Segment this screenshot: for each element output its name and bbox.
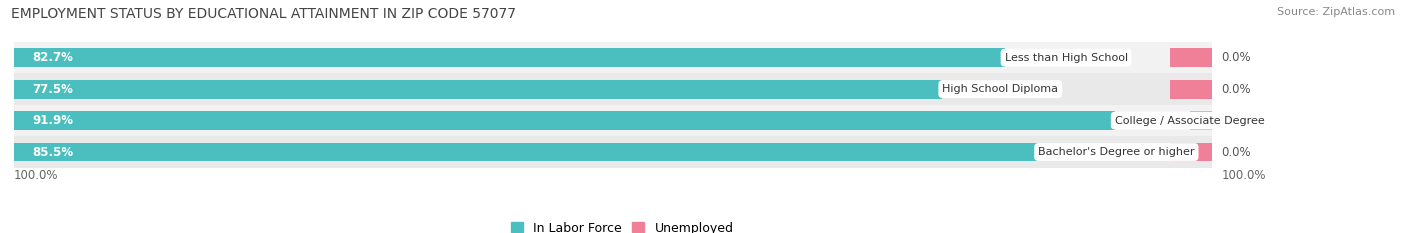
Text: 91.9%: 91.9% (32, 114, 73, 127)
Text: 0.0%: 0.0% (1222, 51, 1251, 64)
Legend: In Labor Force, Unemployed: In Labor Force, Unemployed (506, 216, 738, 233)
Text: 100.0%: 100.0% (1222, 169, 1265, 182)
Bar (1191, 111, 1212, 130)
Text: High School Diploma: High School Diploma (942, 84, 1059, 94)
Bar (14, 73, 1212, 105)
Text: 77.5%: 77.5% (32, 83, 73, 96)
Bar (1170, 48, 1212, 67)
Bar (14, 143, 1038, 161)
Text: 0.0%: 0.0% (1222, 146, 1251, 158)
Bar (14, 105, 1212, 136)
Bar (14, 136, 1212, 168)
Bar (14, 80, 942, 99)
Bar (14, 48, 1004, 67)
Bar (14, 42, 1212, 73)
Text: Less than High School: Less than High School (1004, 53, 1128, 63)
Text: EMPLOYMENT STATUS BY EDUCATIONAL ATTAINMENT IN ZIP CODE 57077: EMPLOYMENT STATUS BY EDUCATIONAL ATTAINM… (11, 7, 516, 21)
Text: College / Associate Degree: College / Associate Degree (1115, 116, 1264, 126)
Text: 82.7%: 82.7% (32, 51, 73, 64)
Text: 1.8%: 1.8% (1222, 114, 1251, 127)
Bar (1170, 143, 1212, 161)
Text: Source: ZipAtlas.com: Source: ZipAtlas.com (1277, 7, 1395, 17)
Text: 100.0%: 100.0% (14, 169, 59, 182)
Bar (14, 111, 1115, 130)
Text: 0.0%: 0.0% (1222, 83, 1251, 96)
Text: Bachelor's Degree or higher: Bachelor's Degree or higher (1038, 147, 1195, 157)
Text: 85.5%: 85.5% (32, 146, 73, 158)
Bar (1170, 80, 1212, 99)
